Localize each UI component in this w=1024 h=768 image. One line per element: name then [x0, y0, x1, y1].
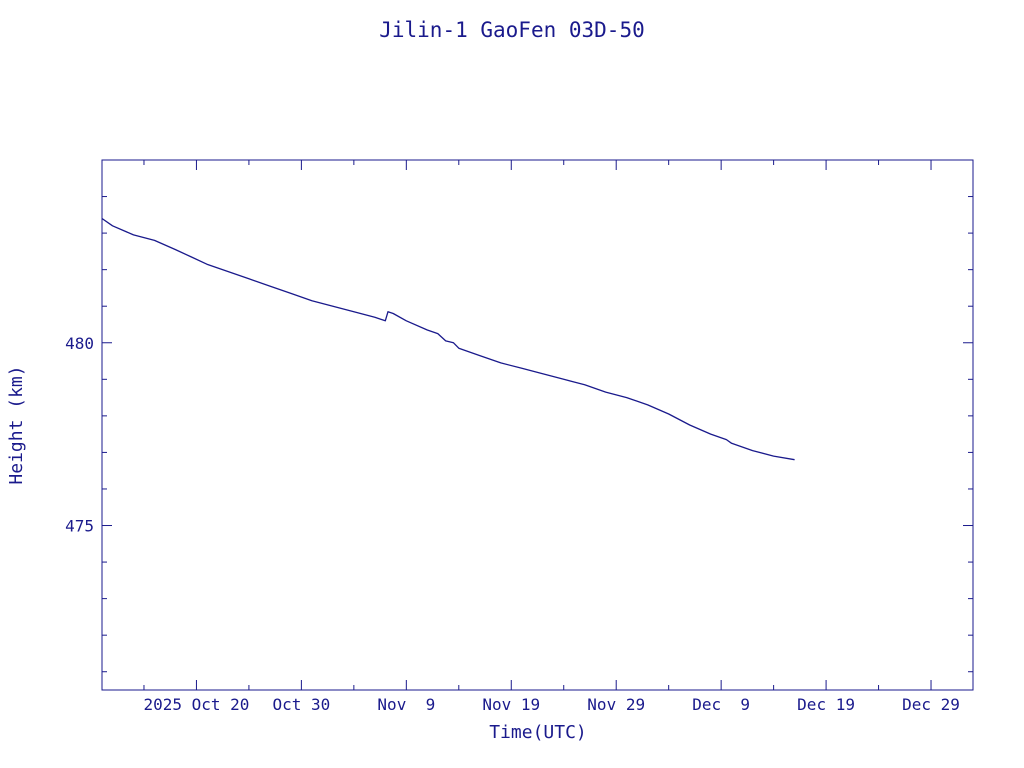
x-axis-label: Time(UTC) [489, 722, 587, 743]
x-tick-label: Dec 19 [797, 695, 855, 714]
x-axis: 2025 Oct 20 Oct 30 Nov 9 Nov 19 Nov 29 Dec 9 D… [143, 160, 960, 714]
series-line [101, 217, 795, 461]
x-tick-label: Nov 29 [587, 695, 645, 714]
y-tick-label: 480 [65, 334, 94, 353]
y-axis: 475 480 [65, 159, 973, 673]
x-tick-label: Dec 9 [692, 695, 750, 714]
x-tick-label: Oct 30 [272, 695, 330, 714]
x-tick-label: 2025 Oct 20 [143, 695, 249, 714]
chart-title: Jilin-1 GaoFen 03D-50 [379, 18, 645, 42]
x-tick-label: Dec 29 [902, 695, 960, 714]
y-axis-label: Height (km) [6, 365, 27, 484]
y-tick-label: 475 [65, 517, 94, 536]
x-tick-label: Nov 19 [482, 695, 540, 714]
series-group [101, 217, 795, 461]
plot-frame [101, 159, 974, 691]
x-tick-label: Nov 9 [377, 695, 435, 714]
